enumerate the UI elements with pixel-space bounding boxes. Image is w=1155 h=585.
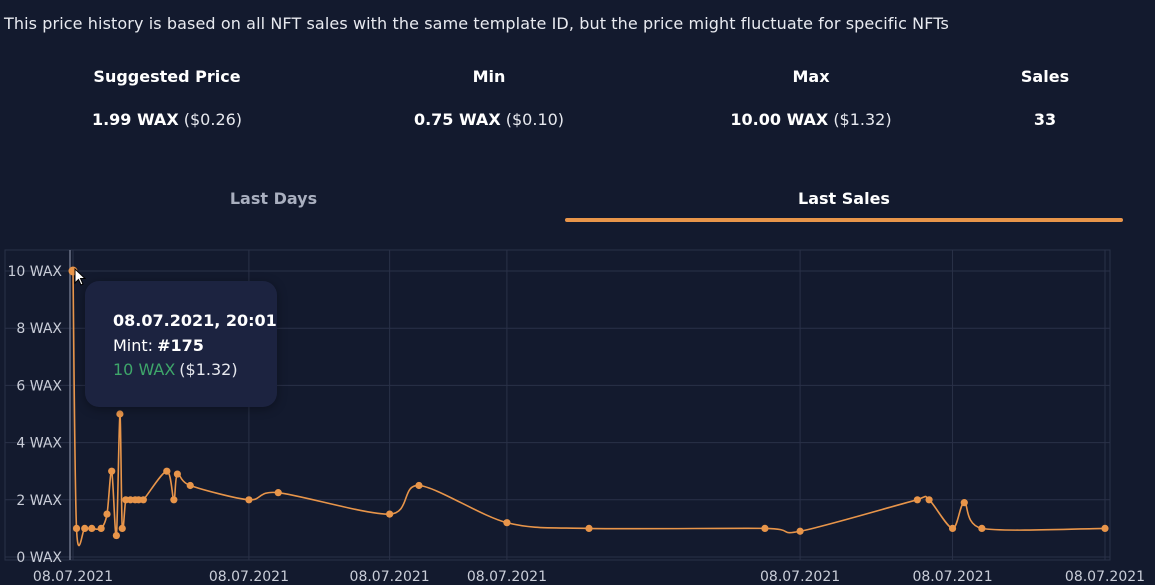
price-point [173,470,181,478]
y-axis-ticks: 0 WAX 2 WAX 4 WAX 6 WAX 8 WAX 10 WAX [7,264,62,566]
price-point [386,510,394,518]
price-point [118,524,126,532]
price-point [163,467,171,475]
price-point [97,524,105,532]
stat-suggested-price: Suggested Price 1.99 WAX ($0.26) [37,62,297,129]
price-point [103,510,111,518]
stat-sales: Sales 33 [915,62,1155,129]
active-tab-indicator [565,218,1123,222]
tooltip-date: 08.07.2021, 20:01 [113,311,277,330]
stat-min: Min 0.75 WAX ($0.10) [359,62,619,129]
chart-tabs: Last Days Last Sales [0,180,1155,224]
price-point [585,524,593,532]
price-point [274,489,282,497]
x-tick-label: 08.07.2021 [1065,569,1145,585]
y-tick-label: 2 WAX [16,493,62,509]
price-point [245,496,253,504]
x-tick-label: 08.07.2021 [209,569,289,585]
tooltip-wax: 10 WAX [113,360,176,379]
price-point [108,467,116,475]
stat-label: Suggested Price [93,67,241,86]
stat-usd: ($0.10) [505,110,565,129]
stat-usd: ($0.26) [183,110,243,129]
price-point [415,481,423,490]
price-point [139,496,147,504]
y-tick-label: 8 WAX [16,321,62,337]
stat-label: Sales [1020,67,1070,86]
price-point [796,527,804,535]
tooltip-usd: ($1.32) [179,360,238,379]
x-tick-label: 08.07.2021 [350,569,430,585]
price-point [503,519,511,527]
price-point [170,496,178,504]
price-point [88,524,96,532]
x-tick-label: 08.07.2021 [33,569,113,585]
price-point [186,481,194,490]
price-point [925,496,933,504]
mouse-pointer-icon [74,268,87,286]
y-tick-label: 0 WAX [16,550,62,566]
price-point [81,524,89,532]
price-point [761,524,769,532]
stat-value: 1.99 WAX [91,110,179,129]
price-point [1101,524,1109,532]
price-history-note: This price history is based on all NFT s… [4,14,949,33]
y-tick-label: 4 WAX [16,436,62,452]
stat-label: Max [792,67,830,86]
price-point [112,531,120,540]
chart-tooltip: 08.07.2021, 20:01 Mint: #175 10 WAX ($1.32… [85,281,277,407]
tooltip-mint-value: #175 [157,336,204,355]
price-point [948,524,957,532]
stat-max: Max 10.00 WAX ($1.32) [681,62,941,129]
stat-value: 10.00 WAX [730,110,829,129]
x-tick-label: 08.07.2021 [467,569,547,585]
y-tick-label: 6 WAX [16,378,62,394]
price-point [72,524,81,532]
y-tick-label: 10 WAX [7,264,62,280]
stat-label: Min [472,67,506,86]
price-stats: Suggested Price 1.99 WAX ($0.26) Min 0.7… [0,62,1155,142]
stat-usd: ($1.32) [833,110,892,129]
x-tick-label: 08.07.2021 [760,569,840,585]
price-point [913,496,921,504]
tab-last-sales[interactable]: Last Sales [798,189,890,208]
tab-last-days[interactable]: Last Days [229,189,318,208]
tooltip-mint-label: Mint: [113,336,154,355]
price-point [978,524,986,532]
chart-border [4,249,1111,561]
price-point [116,410,124,418]
stat-value: 0.75 WAX [413,110,501,129]
x-axis-ticks: 08.07.2021 08.07.2021 08.07.2021 08.07.2021… [33,569,1145,585]
price-chart[interactable]: 0 WAX 2 WAX 4 WAX 6 WAX 8 WAX 10 WAX 08.07.20… [0,240,1155,585]
x-tick-label: 08.07.2021 [912,569,992,585]
stat-value: 33 [1033,110,1057,129]
price-point [960,499,968,507]
